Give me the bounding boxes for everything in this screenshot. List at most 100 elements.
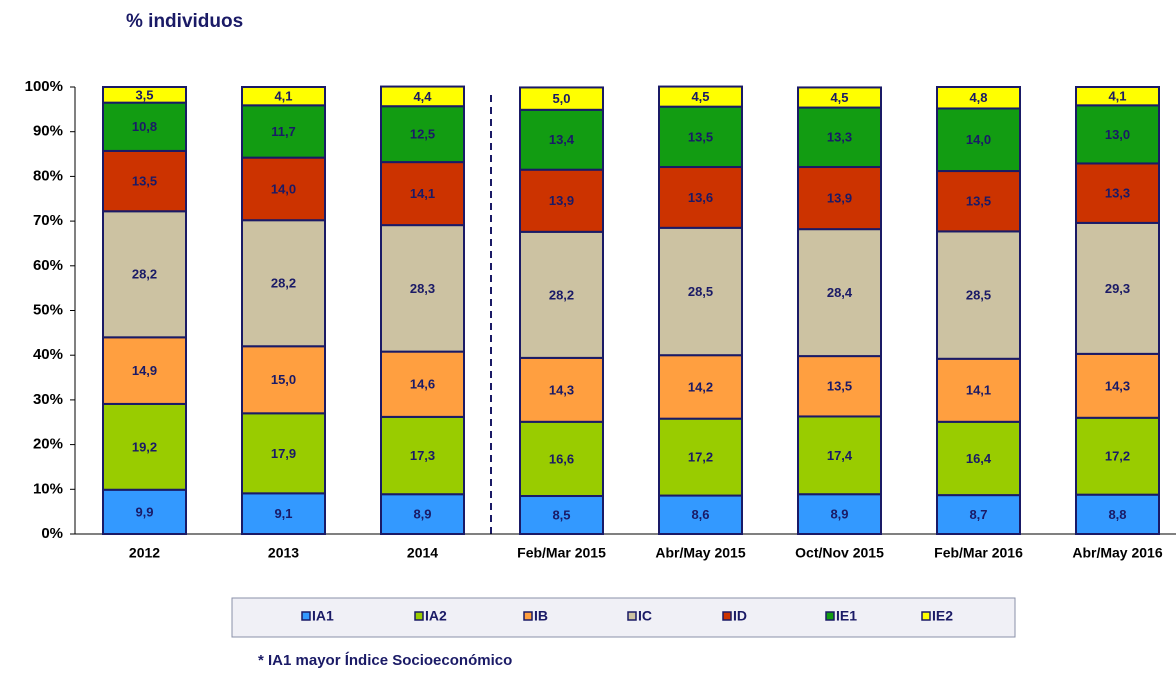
bar-segment <box>241 219 326 348</box>
value-label: 13,5 <box>132 174 157 189</box>
value-label: 9,9 <box>135 504 153 519</box>
bar-segment <box>797 86 882 109</box>
value-label: 28,2 <box>132 267 157 282</box>
bar-segment <box>519 168 604 233</box>
bar-segment <box>797 228 882 358</box>
value-label: 29,3 <box>1105 281 1130 296</box>
legend-swatch <box>414 611 424 621</box>
bar-segment <box>1075 416 1160 496</box>
value-label: 14,3 <box>549 382 574 397</box>
value-label: 13,5 <box>966 194 991 209</box>
value-label: 8,6 <box>691 507 709 522</box>
value-label: 14,1 <box>410 186 435 201</box>
legend-label: ID <box>733 608 747 624</box>
value-label: 8,9 <box>830 507 848 522</box>
bar-segment <box>241 86 326 107</box>
value-label: 14,2 <box>688 379 713 394</box>
bar-segment <box>1075 352 1160 419</box>
bar-segment <box>102 86 187 104</box>
bar-segment <box>519 420 604 498</box>
bar-segment <box>380 350 465 418</box>
x-tick-label: Oct/Nov 2015 <box>795 545 884 561</box>
value-label: 14,0 <box>966 132 991 147</box>
value-label: 17,9 <box>271 446 296 461</box>
legend-label: IE1 <box>836 608 857 624</box>
bar-segment <box>1075 162 1160 224</box>
x-tick-label: Feb/Mar 2016 <box>934 545 1023 561</box>
bar-segment <box>936 357 1021 423</box>
value-label: 17,3 <box>410 448 435 463</box>
value-label: 8,7 <box>969 507 987 522</box>
bar-segment <box>519 230 604 359</box>
value-label: 4,1 <box>1108 89 1126 104</box>
x-tick-label: Feb/Mar 2015 <box>517 545 606 561</box>
legend-label: IE2 <box>932 608 953 624</box>
bar-segment <box>102 488 187 536</box>
value-label: 13,3 <box>1105 186 1130 201</box>
bar-segment <box>519 495 604 536</box>
value-label: 5,0 <box>552 91 570 106</box>
bar-segment <box>241 412 326 495</box>
x-tick-label: 2013 <box>268 545 299 561</box>
bar-segment <box>380 493 465 536</box>
bar-segment <box>658 166 743 229</box>
bar-segment <box>380 105 465 164</box>
legend-swatch <box>301 611 311 621</box>
bar-segment <box>380 415 465 496</box>
bar-segment <box>1075 86 1160 107</box>
bar-segment <box>1075 221 1160 355</box>
value-label: 28,5 <box>966 288 991 303</box>
y-tick-label: 10% <box>33 480 63 497</box>
y-tick-label: 50% <box>33 301 63 318</box>
value-label: 28,2 <box>271 276 296 291</box>
value-label: 16,4 <box>966 451 992 466</box>
bar-segment <box>102 402 187 491</box>
x-tick-label: 2012 <box>129 545 160 561</box>
y-tick-label: 60% <box>33 257 63 274</box>
value-label: 13,9 <box>549 193 574 208</box>
legend-swatch <box>825 611 835 621</box>
value-label: 9,1 <box>274 506 292 521</box>
legend-label: IA2 <box>425 608 447 624</box>
value-label: 13,5 <box>827 379 852 394</box>
bar-segment <box>936 170 1021 233</box>
y-tick-label: 0% <box>41 525 63 542</box>
bar-segment <box>936 86 1021 110</box>
legend-label: IA1 <box>312 608 334 624</box>
value-label: 17,4 <box>827 448 853 463</box>
y-tick-label: 30% <box>33 391 63 408</box>
value-label: 17,2 <box>688 450 713 465</box>
legend-swatch <box>627 611 637 621</box>
value-label: 14,3 <box>1105 378 1130 393</box>
bar-segment <box>797 355 882 418</box>
value-label: 13,0 <box>1105 127 1130 142</box>
bar-segment <box>102 101 187 152</box>
value-label: 28,2 <box>549 287 574 302</box>
y-tick-label: 40% <box>33 346 63 363</box>
bar-segment <box>380 161 465 227</box>
bar-segment <box>658 226 743 357</box>
y-tick-label: 20% <box>33 436 63 453</box>
bar-segment <box>1075 104 1160 165</box>
value-label: 8,8 <box>1108 507 1126 522</box>
value-label: 14,0 <box>271 181 296 196</box>
legend-label: IB <box>534 608 548 624</box>
value-label: 15,0 <box>271 372 296 387</box>
value-label: 28,5 <box>688 284 713 299</box>
footnote: * IA1 mayor Índice Socioeconómico <box>258 652 512 669</box>
bar-segment <box>658 85 743 108</box>
bar-segment <box>241 104 326 159</box>
bar-segment <box>658 105 743 169</box>
x-tick-label: Abr/May 2016 <box>1072 545 1162 561</box>
bar-segment <box>797 415 882 496</box>
bar-segment <box>936 420 1021 497</box>
x-tick-label: 2014 <box>407 545 438 561</box>
value-label: 14,6 <box>410 377 435 392</box>
value-label: 28,3 <box>410 281 435 296</box>
bar-segment <box>658 417 743 497</box>
legend-label: IC <box>638 608 652 624</box>
value-label: 13,4 <box>549 132 575 147</box>
bar-segment <box>241 345 326 415</box>
bar-segment <box>519 86 604 111</box>
